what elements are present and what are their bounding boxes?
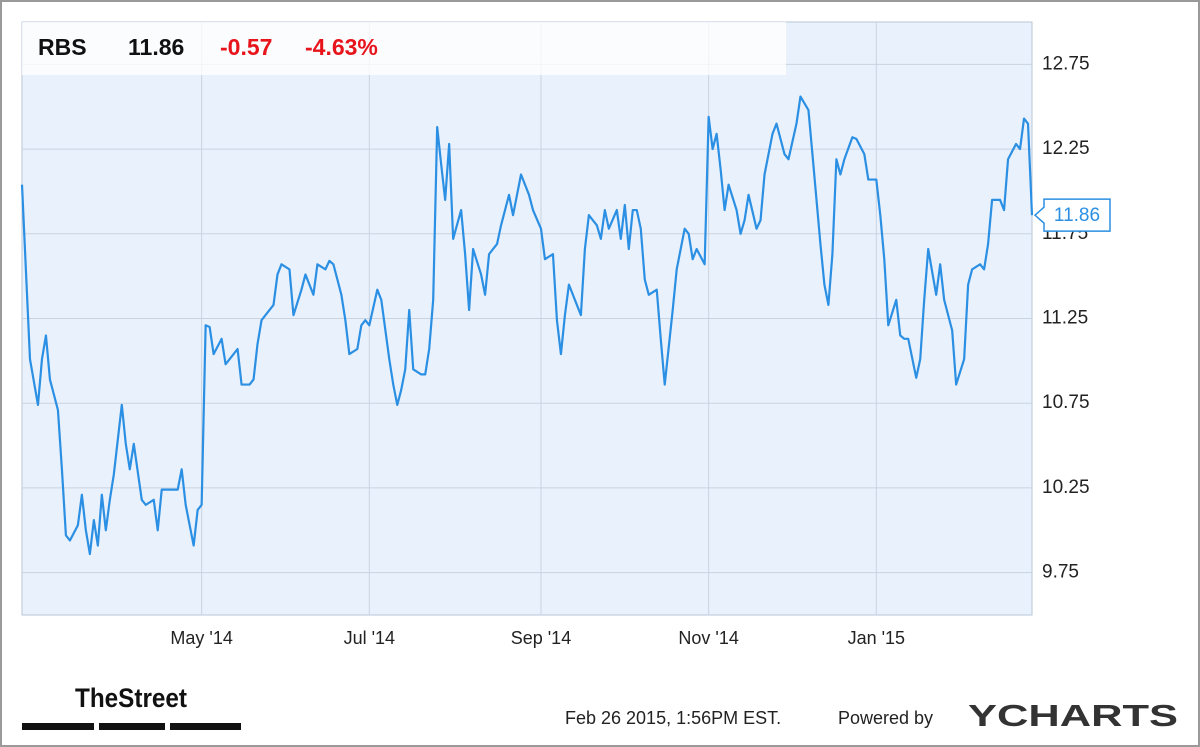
x-tick-label: May '14 [170,628,232,648]
last-price-label: 11.86 [1054,205,1100,226]
quote-box [22,22,786,75]
y-tick-label: 12.25 [1042,138,1090,159]
x-tick-label: Nov '14 [678,628,738,648]
y-tick-label: 11.25 [1042,308,1088,329]
x-tick-label: Jul '14 [344,628,395,648]
powered-by: Powered by [838,708,933,728]
change: -0.57 [220,34,272,60]
provider-logo: YCHARTS [968,698,1178,733]
brand-bar [170,723,241,730]
y-tick-label: 10.75 [1042,392,1090,413]
y-tick-label: 9.75 [1042,562,1079,583]
timestamp: Feb 26 2015, 1:56PM EST. [565,708,781,728]
ticker: RBS [38,34,87,60]
y-tick-label: 12.75 [1042,53,1090,74]
grid [22,22,1032,615]
y-tick-label: 10.25 [1042,477,1090,498]
price: 11.86 [128,34,184,60]
x-tick-label: Sep '14 [511,628,572,648]
last-price-box [1033,198,1111,232]
pct-change: -4.63% [305,34,378,60]
x-tick-label: Jan '15 [848,628,905,648]
brand-bar [99,723,165,730]
brand-bar [22,723,94,730]
series-layer [20,95,1034,556]
brand-logo: TheStreet [75,683,187,713]
price-line [20,95,1034,556]
